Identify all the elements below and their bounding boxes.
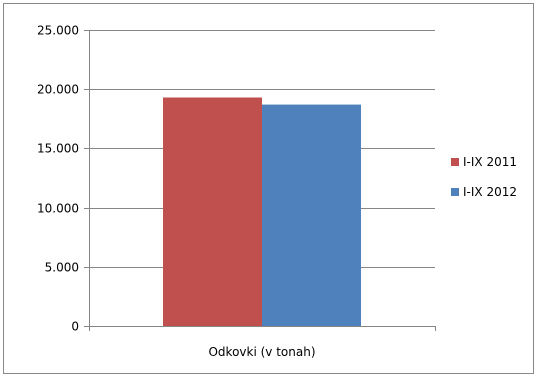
legend-swatch <box>451 188 459 196</box>
y-tick-label: 20.000 <box>37 83 79 97</box>
legend: I-IX 2011 I-IX 2012 <box>451 155 517 199</box>
x-tick-labels: Odkovki (v tonah) <box>208 345 315 359</box>
x-tick-label: Odkovki (v tonah) <box>208 345 315 359</box>
legend-label: I-IX 2012 <box>463 185 517 199</box>
legend-swatch <box>451 158 459 166</box>
axes <box>84 30 436 331</box>
bars <box>163 97 361 326</box>
y-tick-label: 10.000 <box>37 202 79 216</box>
bar-i-ix-2011 <box>163 97 262 326</box>
legend-label: I-IX 2011 <box>463 155 517 169</box>
bar-i-ix-2012 <box>262 104 361 326</box>
y-tick-labels: 0 5.000 10.000 15.000 20.000 25.000 <box>37 24 79 334</box>
y-tick-label: 15.000 <box>37 142 79 156</box>
y-tick-label: 5.000 <box>45 261 79 275</box>
y-tick-label: 25.000 <box>37 24 79 38</box>
y-tick-label: 0 <box>71 320 79 334</box>
